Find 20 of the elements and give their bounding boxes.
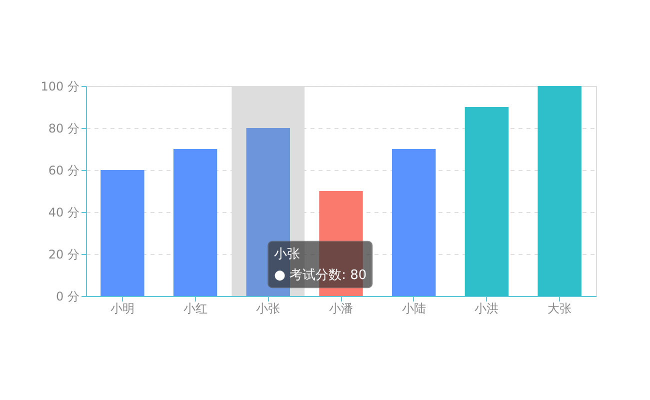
y-tick-label: 0 分 (56, 290, 80, 304)
x-tick-label: 小陆 (402, 302, 426, 316)
y-tick-label: 20 分 (48, 248, 80, 262)
bar (100, 170, 144, 296)
x-tick-label: 小潘 (329, 302, 353, 316)
y-tick-label: 100 分 (40, 80, 80, 94)
bar (538, 86, 582, 296)
x-tick-label: 小洪 (474, 302, 499, 316)
bar (392, 149, 436, 296)
y-tick-label: 40 分 (48, 206, 80, 220)
x-tick-label: 小张 (256, 302, 280, 316)
annotation: ● 考试分数: 80 (274, 268, 367, 283)
x-tick-label: 大张 (548, 302, 572, 316)
annotation: 小张 (274, 247, 300, 262)
x-tick-label: 小红 (183, 302, 208, 316)
y-tick-label: 80 分 (48, 122, 80, 136)
bar (464, 107, 509, 296)
bar (173, 149, 218, 296)
x-tick-label: 小明 (110, 302, 134, 316)
y-tick-label: 60 分 (48, 164, 80, 178)
